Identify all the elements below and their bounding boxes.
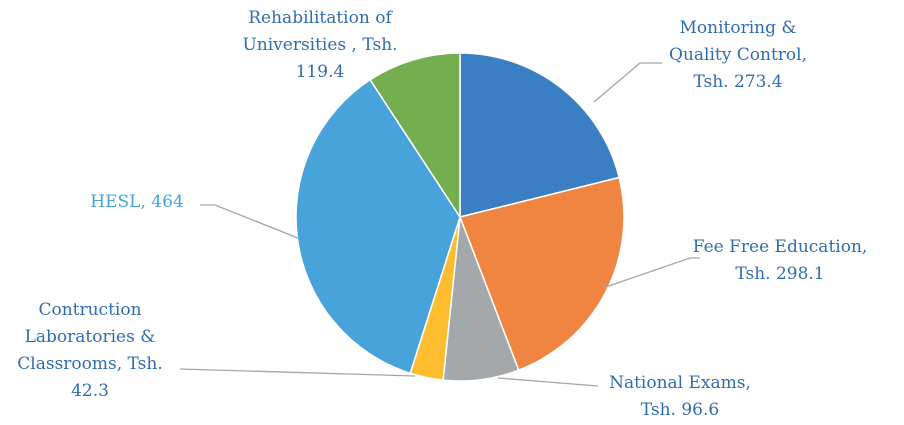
slice-label-part: 42.3 [71, 381, 109, 401]
leader-line [497, 377, 599, 387]
slice-label-part: Tsh. 298.1 [735, 264, 824, 284]
slice-label-part: Tsh. [122, 354, 163, 374]
slice-label-part: 119.4 [296, 62, 345, 82]
slice-label: Fee Free Education, [693, 237, 868, 257]
leader-line [593, 62, 662, 103]
slice-label: Tsh. 96.6 [641, 400, 719, 420]
pie-slice [369, 52, 461, 220]
slice-label: Monitoring & [679, 18, 796, 38]
slice-label: 42.3 [71, 381, 109, 401]
slice-label-part: 464 [146, 192, 184, 212]
slice-label: Tsh. 298.1 [735, 264, 824, 284]
leader-line [179, 368, 416, 377]
slice-label: Laboratories & [25, 327, 156, 347]
slice-label-part: Tsh. 273.4 [693, 72, 782, 92]
pie-slice [295, 78, 461, 375]
slice-label: Universities , Tsh. [242, 35, 397, 55]
slice-label: Classrooms, Tsh. [17, 354, 162, 374]
leader-line [602, 257, 700, 289]
slice-label: HESL, 464 [90, 192, 183, 212]
slice-label-part: HESL, [90, 192, 146, 212]
slice-label-part: Fee Free Education, [693, 237, 868, 257]
slice-label-part: Classrooms, [17, 354, 122, 374]
slice-label-part: Rehabilitation of [248, 8, 393, 28]
slice-label-part: Monitoring & [679, 18, 796, 38]
leader-line [200, 204, 299, 239]
slice-label: Quality Control, [669, 45, 807, 65]
slice-label: Tsh. 273.4 [693, 72, 782, 92]
slice-label: Contruction [38, 300, 141, 320]
slice-label-part: Quality Control, [669, 45, 807, 65]
slice-label: National Exams, [609, 373, 751, 393]
slice-label-part: Contruction [38, 300, 141, 320]
slice-label-part: Tsh. 96.6 [641, 400, 719, 420]
slice-label: 119.4 [296, 62, 345, 82]
slice-label: Rehabilitation of [248, 8, 393, 28]
pie-slice [459, 52, 621, 218]
slice-label-part: National Exams, [609, 373, 751, 393]
slice-label-part: Laboratories & [25, 327, 156, 347]
slice-label-part: Universities , [242, 35, 357, 55]
slice-label-part: Tsh. [357, 35, 398, 55]
